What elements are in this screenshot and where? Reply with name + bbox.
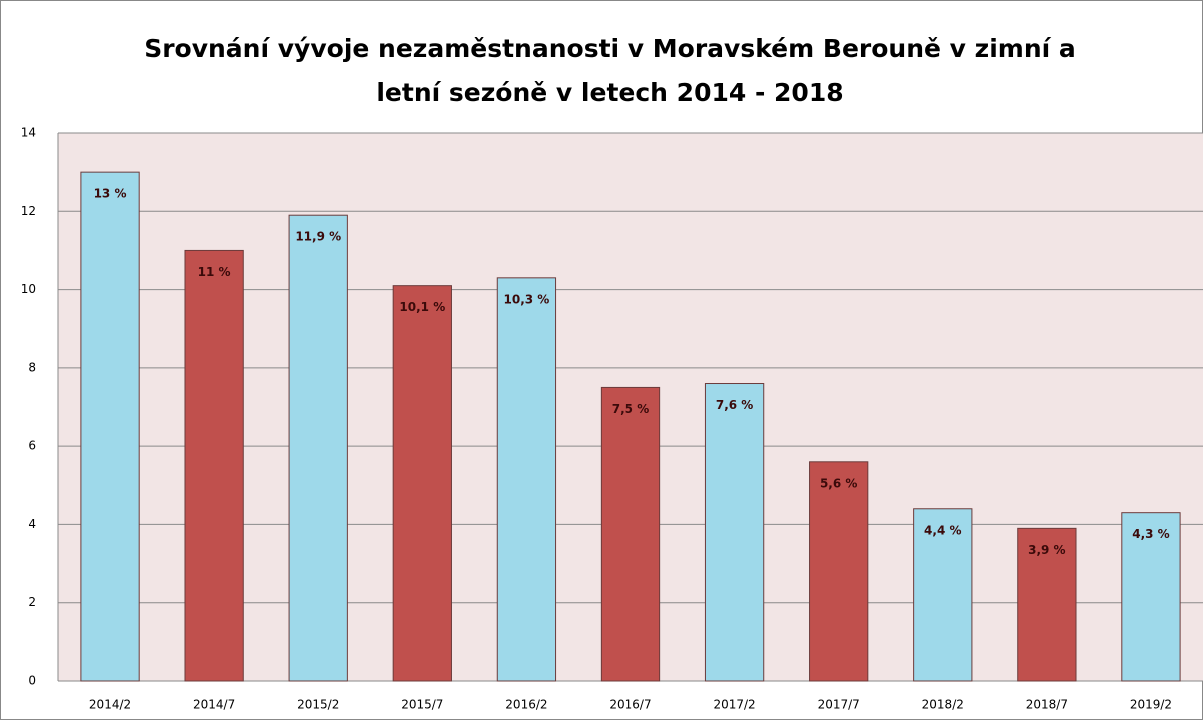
- value-label: 11 %: [198, 265, 231, 279]
- y-tick-label: 4: [28, 517, 36, 531]
- bar: [913, 508, 973, 682]
- x-tick-label: 2018/7: [1026, 698, 1068, 712]
- x-tick-label: 2015/2: [297, 698, 339, 712]
- chart-title: Srovnání vývoje nezaměstnanosti v Moravs…: [144, 34, 1076, 63]
- x-tick-label: 2019/2: [1130, 698, 1172, 712]
- bar: [184, 249, 244, 682]
- value-label: 4,3 %: [1132, 527, 1169, 541]
- y-tick-label: 12: [21, 204, 36, 218]
- value-label: 5,6 %: [820, 476, 857, 490]
- x-tick-label: 2017/7: [818, 698, 860, 712]
- x-tick-label: 2018/2: [922, 698, 964, 712]
- value-label: 7,6 %: [716, 398, 753, 412]
- y-tick-label: 2: [28, 595, 36, 609]
- x-tick-label: 2014/2: [89, 698, 131, 712]
- y-tick-label: 10: [21, 282, 36, 296]
- value-label: 11,9 %: [295, 230, 341, 244]
- y-tick-label: 14: [21, 126, 36, 140]
- bar: [704, 383, 765, 682]
- value-label: 4,4 %: [924, 523, 961, 537]
- bar: [288, 214, 348, 682]
- bar: [392, 285, 452, 682]
- y-tick-label: 8: [28, 360, 36, 374]
- y-tick-label: 6: [28, 439, 36, 453]
- bar: [496, 277, 557, 682]
- x-tick-label: 2017/2: [713, 698, 755, 712]
- x-tick-label: 2016/7: [609, 698, 651, 712]
- x-tick-label: 2015/7: [401, 698, 443, 712]
- x-tick-label: 2016/2: [505, 698, 547, 712]
- chart-title: letní sezóně v letech 2014 - 2018: [376, 78, 843, 107]
- y-tick-label: 0: [28, 674, 36, 688]
- bar: [1017, 527, 1077, 682]
- value-label: 10,1 %: [399, 300, 445, 314]
- value-label: 7,5 %: [612, 402, 649, 416]
- x-tick-label: 2014/7: [193, 698, 235, 712]
- bar: [809, 461, 869, 682]
- value-label: 13 %: [94, 187, 127, 201]
- value-label: 3,9 %: [1028, 543, 1065, 557]
- value-label: 10,3 %: [504, 292, 550, 306]
- bar: [600, 386, 661, 682]
- bar: [80, 171, 140, 682]
- bar: [1121, 512, 1181, 682]
